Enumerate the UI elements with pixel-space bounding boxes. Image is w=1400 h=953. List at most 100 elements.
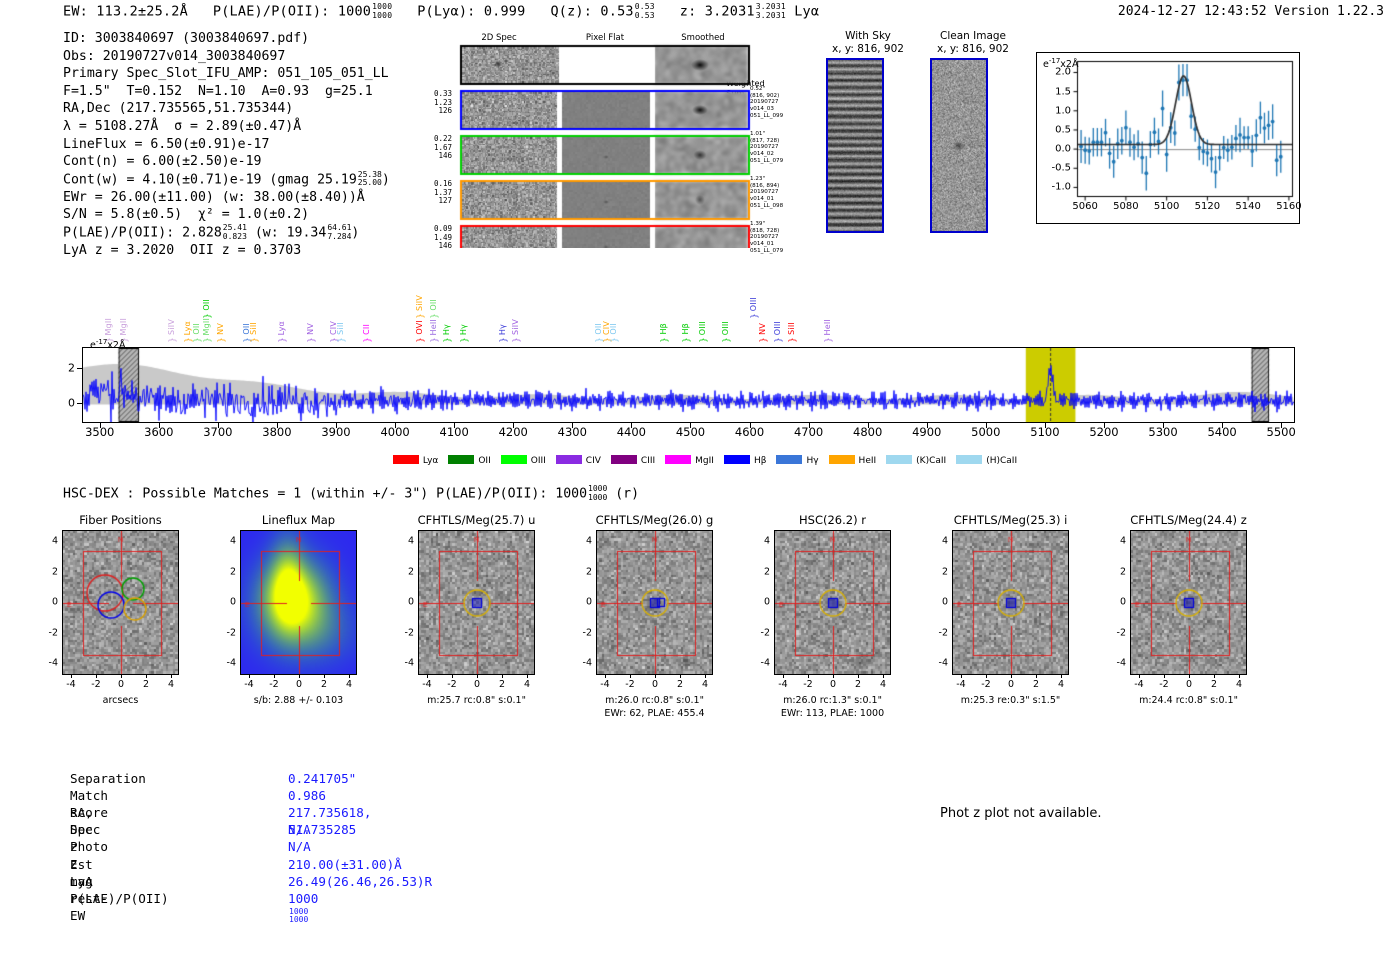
header-ew: EW: 113.2±25.2Å [63,3,188,20]
cutout-caption: arcsecs [102,695,139,706]
legend-label: OIII [530,456,546,466]
cutout-xtick: 0 [1007,679,1015,690]
cutout-canvas [953,531,1068,674]
info-line-contw: Cont(w) = 4.10(±0.71)e-19 (gmag 25.1925.… [63,170,390,189]
info-line-lambda: λ = 5108.27Å σ = 2.89(±0.47)Å [63,118,302,134]
full-spectrum-canvas [83,348,1294,422]
cutout-xtick-mark [808,675,809,678]
emission-line-brace: { [305,337,316,343]
cutout-xtick-mark [452,675,453,678]
cutout-image-0[interactable] [62,530,179,675]
info-plae-hi: 25.41 [222,223,247,233]
cutout-xtick-mark [324,675,325,678]
spectrum-xtick-mark [395,423,397,428]
emission-line-brace: { [201,337,212,343]
info-line-id: ID: 3003840697 (3003840697.pdf) [63,31,310,46]
cutout-xtick: -2 [803,679,813,690]
emission-line-label: OII [429,299,439,311]
cutout-xtick-mark [1036,675,1037,678]
spectrum-xtick: 4300 [557,425,587,439]
cutout-image-4[interactable] [774,530,891,675]
emission-line-brace: { [428,313,439,319]
cutout-xtick: -4 [244,679,254,690]
cutout-ytick: 0 [407,596,414,608]
spectrum-xtick: 5100 [1030,425,1060,439]
legend-swatch [555,455,582,464]
spectrum-xtick: 3600 [144,425,174,439]
info-gmag-lo: 25.00 [357,178,382,188]
emission-line-brace: { [191,337,202,343]
cutout-image-3[interactable] [596,530,713,675]
emission-line-label: SiIV [510,319,520,335]
spectrum-xtick: 4200 [498,425,528,439]
cutout-xtick: -4 [956,679,966,690]
lineplot-xtick: 5160 [1276,201,1302,212]
cutout-ytick: -2 [48,627,58,638]
spectrum-xtick-mark [1103,423,1105,428]
cutout-xtick: -2 [1159,679,1169,690]
cutout-image-5[interactable] [952,530,1069,675]
row-stats-3: 0.16 1.37 127 [433,179,452,206]
cutout-xtick-mark [249,675,250,678]
spectrum-xtick-mark [926,423,928,428]
cutout-ytick: -4 [760,657,770,669]
clean-image [930,58,988,233]
cutout-ytick: -4 [404,657,414,669]
cutout-image-1[interactable] [240,530,357,675]
spectrum-xtick-mark [690,423,692,428]
emission-line-label: OIII [720,320,730,335]
with-sky-coords: x, y: 816, 902 [832,42,904,55]
cutout-image-2[interactable] [418,530,535,675]
cutout-caption: s/b: 2.88 +/- 0.103 [253,695,344,706]
cutout-ytick: -4 [582,657,592,669]
emission-line-label: Lyα [276,320,286,335]
cutout-xtick-mark [605,675,606,678]
cutout-xtick-mark [299,675,300,678]
cutout-ytick: 4 [407,535,414,547]
match-table-key: Match score [70,788,108,821]
emission-line-brace: { [757,337,768,343]
lineplot-ytick: 2.0 [1055,66,1071,78]
cutout-title: Fiber Positions [79,513,162,527]
spectrum-ytick-mark [77,403,82,405]
cutout-title: CFHTLS/Meg(24.4) z [1130,513,1247,527]
hscdex-header-tail: (r) [615,486,640,502]
cutout-xtick-mark [477,675,478,678]
cutout-xtick-mark [1139,675,1140,678]
emission-line-brace: { [510,337,521,343]
cutout-xtick-mark [986,675,987,678]
legend-label: Hβ [753,456,767,466]
cutout-xtick-mark [883,675,884,678]
emission-line-label: OII [191,323,201,335]
spectrum-ytick-mark [77,368,82,370]
cutout-ytick: -2 [226,627,236,638]
spectrum-xtick: 4500 [675,425,706,439]
emission-line-label: HeII [822,318,832,335]
cutout-xtick: 0 [1185,679,1193,690]
lineplot-xtick: 5060 [1072,201,1098,212]
legend-swatch [723,455,750,464]
cutout-xtick: 0 [473,679,481,690]
header-plae-lo: 1000 [372,10,393,20]
emission-line-label: Hγ [458,323,468,335]
cutout-xtick-mark [427,675,428,678]
emission-line-label: OII [202,299,212,311]
spectrum-xtick: 4800 [853,425,883,439]
cutout-xtick: 0 [829,679,837,690]
info-plae-w-hi: 64.61 [327,223,352,233]
cutout-image-6[interactable] [1130,530,1247,675]
cutout-ytick: -4 [226,657,236,669]
with-sky-title-text: With Sky [845,30,891,42]
legend-swatch [610,455,637,464]
cutout-canvas [1131,531,1246,674]
cutout-ytick: -2 [404,627,414,638]
spectrum-xtick: 3800 [262,425,292,439]
cutout-xtick-mark [1239,675,1240,678]
spectrum-xtick: 4000 [380,425,410,439]
match-table-value: 0.241705" [288,771,357,786]
cutout-xtick-mark [1189,675,1190,678]
emission-line-label: NV [757,323,767,335]
emission-line-label: SiIV [167,319,177,335]
header-plya: P(Lyα): 0.999 [417,3,526,20]
spectrum-xtick-mark [749,423,751,428]
